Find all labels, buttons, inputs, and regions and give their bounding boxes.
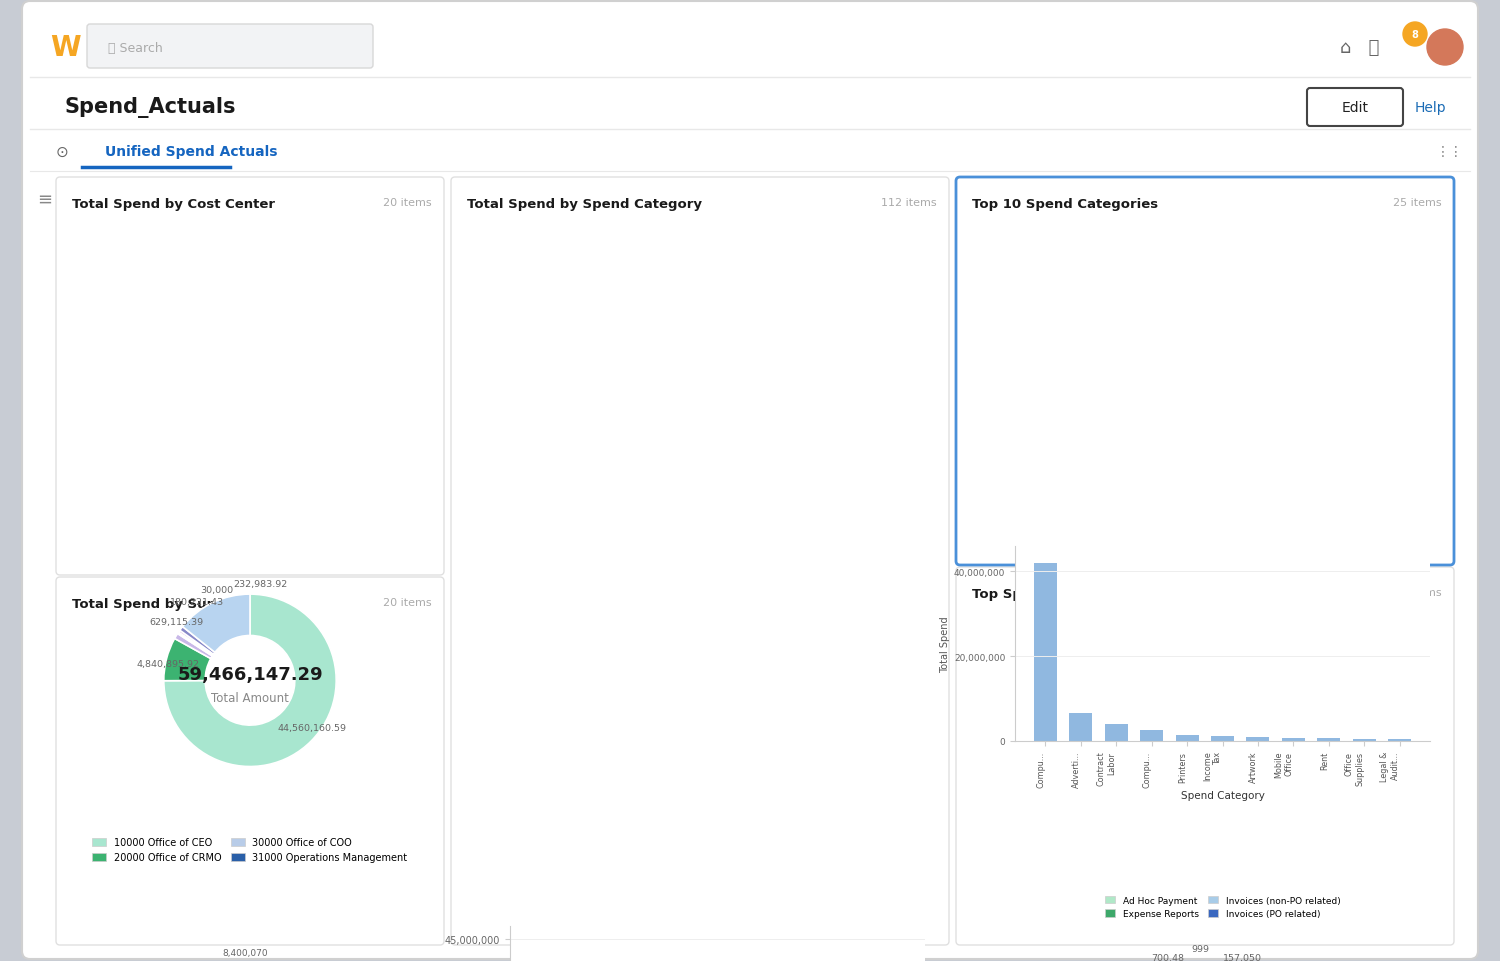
FancyBboxPatch shape — [22, 2, 1478, 959]
Bar — [1353, 739, 1376, 741]
X-axis label: Spend Category: Spend Category — [1180, 790, 1264, 801]
FancyBboxPatch shape — [1306, 89, 1402, 127]
FancyBboxPatch shape — [452, 178, 950, 945]
Y-axis label: Total Spend: Total Spend — [939, 616, 950, 672]
Text: 🔍 Search: 🔍 Search — [108, 41, 162, 55]
Text: ⌂   🔔: ⌂ 🔔 — [1340, 39, 1380, 57]
FancyBboxPatch shape — [87, 25, 374, 69]
Text: 25 items: 25 items — [1394, 198, 1441, 208]
FancyBboxPatch shape — [56, 178, 444, 576]
Text: Top 10 Spend Categories: Top 10 Spend Categories — [972, 198, 1158, 210]
Text: Total Amount: Total Amount — [211, 691, 290, 704]
Wedge shape — [177, 632, 213, 656]
Text: 999: 999 — [1191, 944, 1209, 953]
Circle shape — [1402, 23, 1426, 47]
Bar — [1317, 739, 1341, 741]
Bar — [1070, 714, 1092, 741]
Wedge shape — [183, 595, 250, 653]
Bar — [1282, 738, 1305, 741]
Text: ≡: ≡ — [38, 191, 52, 209]
Text: 629,115.39: 629,115.39 — [150, 618, 204, 627]
FancyBboxPatch shape — [956, 178, 1454, 565]
Text: ⋮⋮: ⋮⋮ — [1436, 145, 1464, 159]
Text: 180,221.43: 180,221.43 — [170, 597, 224, 605]
Text: 8: 8 — [1412, 30, 1419, 40]
Bar — [1246, 737, 1269, 741]
Text: Spend_Actuals: Spend_Actuals — [64, 97, 237, 118]
Bar — [1210, 736, 1234, 741]
Text: 20 items: 20 items — [384, 198, 432, 208]
Text: Unified Spend Actuals: Unified Spend Actuals — [105, 145, 278, 159]
Circle shape — [1426, 30, 1462, 66]
Text: Top Spend Category: Breakdown by Item: Top Spend Category: Breakdown by Item — [972, 587, 1278, 601]
Text: 700.48: 700.48 — [1150, 953, 1184, 961]
Text: 112 items: 112 items — [882, 198, 938, 208]
Text: 44,560,160.59: 44,560,160.59 — [278, 724, 346, 732]
FancyBboxPatch shape — [956, 567, 1454, 945]
Wedge shape — [174, 634, 213, 659]
Wedge shape — [164, 595, 336, 767]
Wedge shape — [178, 632, 213, 655]
Text: 4,840,895.92: 4,840,895.92 — [136, 659, 200, 668]
Text: 59,466,147.29: 59,466,147.29 — [177, 666, 322, 683]
Text: 30,000: 30,000 — [201, 585, 234, 595]
Text: Total Spend by Cost Center: Total Spend by Cost Center — [72, 198, 274, 210]
Wedge shape — [178, 630, 213, 655]
Text: Edit: Edit — [1341, 101, 1368, 115]
Text: Help: Help — [1414, 101, 1446, 115]
Text: W: W — [50, 34, 81, 62]
Legend: 10000 Office of CEO, 20000 Office of CRMO, 30000 Office of COO, 31000 Operations: 10000 Office of CEO, 20000 Office of CRM… — [88, 833, 411, 866]
Text: 232,983.92: 232,983.92 — [232, 579, 288, 589]
Wedge shape — [180, 627, 214, 654]
Bar — [1176, 735, 1198, 741]
Bar — [1140, 730, 1162, 741]
Text: 8,400,070: 8,400,070 — [222, 948, 268, 957]
Text: 20 items: 20 items — [1394, 587, 1441, 598]
Text: 157,050: 157,050 — [1222, 953, 1262, 961]
Text: Total Spend by Spend Category: Total Spend by Spend Category — [466, 198, 702, 210]
Bar — [1104, 725, 1128, 741]
Legend: Ad Hoc Payment, Expense Reports, Invoices (non-PO related), Invoices (PO related: Ad Hoc Payment, Expense Reports, Invoice… — [1101, 892, 1344, 922]
Wedge shape — [164, 639, 211, 681]
Bar — [1388, 740, 1411, 741]
Text: 20 items: 20 items — [384, 598, 432, 607]
Text: Total Spend by Supplier: Total Spend by Supplier — [72, 598, 250, 610]
FancyBboxPatch shape — [56, 578, 444, 945]
Bar — [1034, 563, 1058, 741]
Text: ⊙: ⊙ — [56, 144, 69, 160]
